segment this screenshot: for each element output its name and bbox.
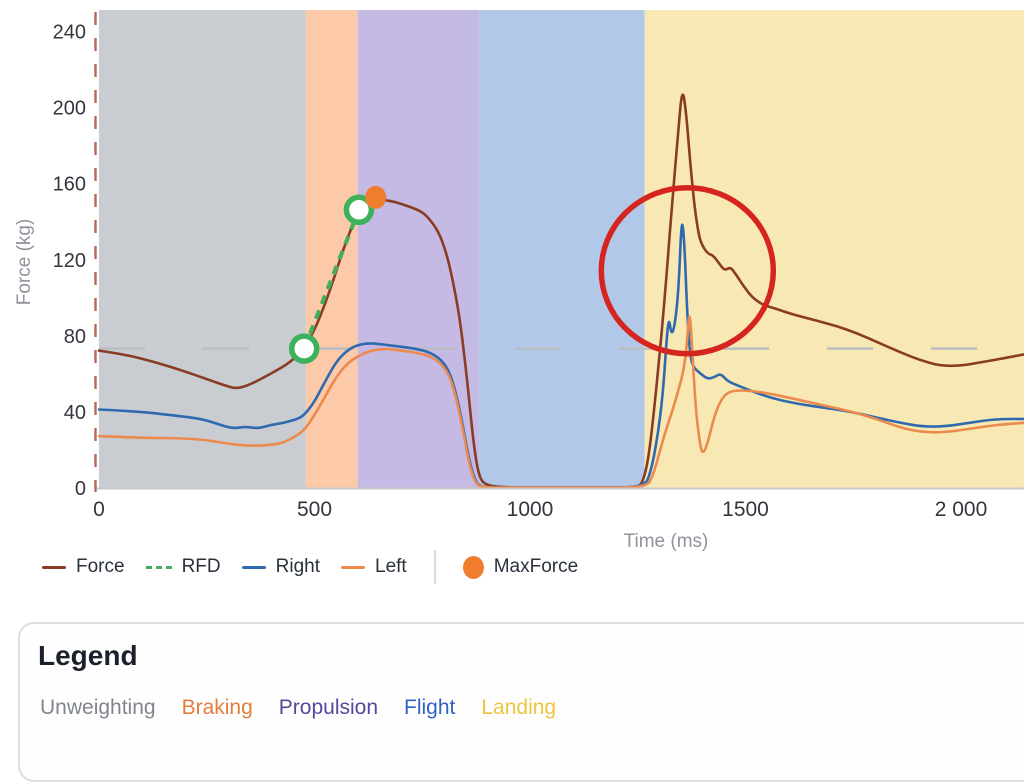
phase-label-row: Unweighting Braking Propulsion Flight La… — [40, 696, 556, 720]
y-tick-label: 240 — [53, 22, 86, 44]
x-tick-label: 0 — [93, 498, 105, 521]
phase-legend-card: Legend Unweighting Braking Propulsion Fl… — [18, 622, 1024, 782]
force-line-swatch — [42, 565, 66, 569]
maxforce-dot-icon — [462, 555, 484, 579]
legend-item-label: MaxForce — [493, 556, 579, 577]
legend-item-left[interactable]: Left — [341, 556, 407, 578]
landing-peak-annotation-circle — [598, 184, 777, 357]
legend-item-label: Right — [275, 556, 320, 577]
legend-item-maxforce[interactable]: MaxForce — [462, 555, 579, 579]
x-tick-label: 1000 — [507, 498, 554, 521]
force-time-chart: 0 500 1000 1500 2 000 0 40 80 120 160 200 240 Force… — [14, 10, 1024, 552]
y-tick-label: 200 — [53, 98, 86, 120]
y-tick-label: 160 — [53, 174, 86, 196]
rfd-endpoint-marker-2 — [343, 194, 375, 226]
legend-item-label: Force — [76, 556, 125, 577]
y-tick-label: 40 — [64, 402, 86, 424]
phase-label-landing: Landing — [481, 696, 557, 719]
y-tick-label: 80 — [64, 326, 86, 348]
legend-item-label: RFD — [181, 556, 221, 577]
phase-band-unweighting — [99, 10, 306, 488]
left-line-swatch — [341, 565, 365, 569]
phase-label-flight: Flight — [404, 696, 456, 719]
maxforce-marker — [365, 185, 387, 209]
rfd-endpoint-marker-1 — [288, 333, 320, 364]
x-tick-label: 1500 — [722, 498, 769, 521]
rfd-dashed-swatch — [145, 565, 172, 569]
phase-band-braking — [305, 10, 358, 488]
phase-label-braking: Braking — [181, 696, 253, 719]
right-line-swatch — [241, 565, 266, 569]
y-tick-label: 0 — [75, 478, 86, 500]
phase-label-unweighting: Unweighting — [40, 696, 156, 719]
legend-item-force[interactable]: Force — [42, 556, 125, 578]
x-tick-label: 500 — [297, 498, 332, 521]
phase-band-landing — [644, 10, 1024, 488]
chart-canvas: 0 500 1000 1500 2 000 0 40 80 120 160 200 240 Force… — [14, 10, 1024, 552]
legend-card-title: Legend — [38, 640, 138, 671]
x-axis-title: Time (ms) — [624, 531, 709, 552]
x-tick-label: 2 000 — [935, 498, 988, 521]
rfd-dashed-line — [302, 209, 361, 350]
legend-item-right[interactable]: Right — [241, 556, 320, 578]
legend-item-label: Left — [375, 556, 407, 577]
series-legend: Force RFD Right Left MaxForce — [42, 550, 579, 584]
phase-label-propulsion: Propulsion — [278, 696, 379, 719]
y-axis-title: Force (kg) — [14, 219, 35, 306]
legend-item-rfd[interactable]: RFD — [145, 556, 221, 578]
phase-band-flight — [479, 10, 645, 488]
y-tick-label: 120 — [53, 250, 86, 272]
legend-divider — [433, 550, 436, 584]
